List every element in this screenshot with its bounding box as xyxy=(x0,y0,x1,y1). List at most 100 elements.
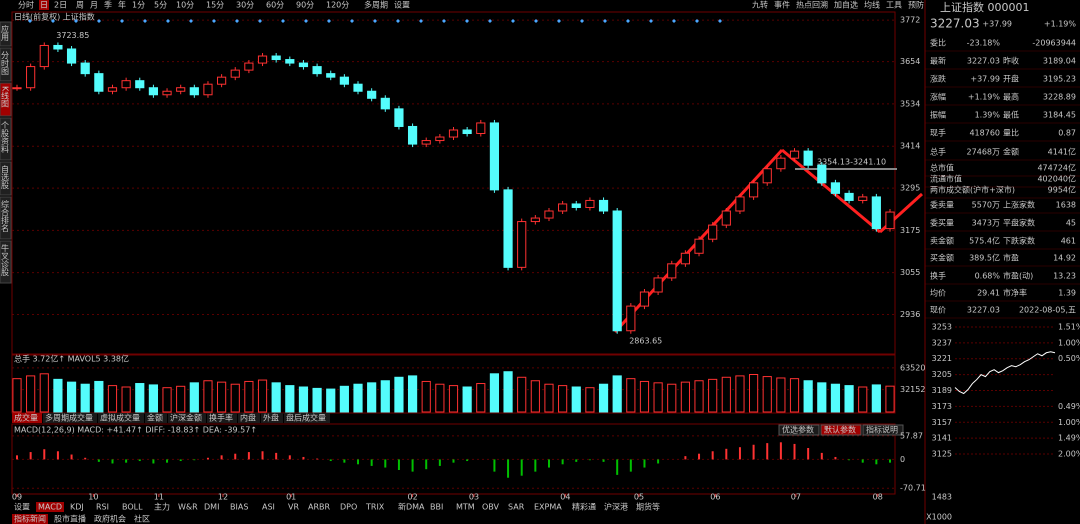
row-label: 总市值 xyxy=(930,163,954,173)
volume-bar xyxy=(871,384,881,413)
candle xyxy=(244,62,254,71)
toolbar-item[interactable]: 设置 xyxy=(394,0,410,10)
toolbar-item[interactable]: 60分 xyxy=(266,1,284,10)
toolbar-item[interactable]: 事件 xyxy=(774,0,790,10)
signal-diamond xyxy=(488,19,492,23)
toolbar-item[interactable]: 加自选 xyxy=(834,0,858,10)
toolbar-item[interactable]: 均线 xyxy=(864,0,880,10)
row-label: 开盘 xyxy=(1003,74,1019,84)
indicator-tab[interactable]: BIAS xyxy=(230,503,248,512)
toolbar-item[interactable]: 预防 xyxy=(908,0,924,10)
signal-diamond xyxy=(304,19,308,23)
sidebar-tab xyxy=(0,82,12,117)
bottom-tab[interactable]: 社区 xyxy=(134,514,150,524)
tab-label[interactable]: 沪深金额 xyxy=(170,413,202,423)
bottom-tab[interactable]: 指标新闻 xyxy=(14,514,46,524)
signal-diamond xyxy=(350,19,354,23)
indicator-tab[interactable]: MTM xyxy=(456,503,475,512)
tab-label[interactable]: 金额 xyxy=(147,413,163,423)
indicator-tab[interactable]: 新DMA xyxy=(398,502,425,512)
indicator-active xyxy=(36,502,64,512)
indicator-tab[interactable]: 精彩通 xyxy=(572,502,596,512)
tab-label[interactable]: 虚拟成交量 xyxy=(100,413,140,423)
indicator-tab[interactable]: KDJ xyxy=(70,503,84,512)
toolbar-item[interactable]: 1分 xyxy=(132,1,145,10)
volume-bar xyxy=(517,376,527,413)
button-label[interactable]: 默认参数 xyxy=(824,425,856,435)
signal-diamond xyxy=(442,19,446,23)
toolbar-item[interactable]: 30分 xyxy=(236,1,254,10)
sidebar-label[interactable]: 综合排名 xyxy=(1,199,10,233)
sidebar-label[interactable]: 个股资料 xyxy=(1,121,10,154)
row-label: 换手 xyxy=(930,271,946,281)
toolbar-item[interactable]: 周 xyxy=(76,1,84,10)
tab-label[interactable]: 多周期成交量 xyxy=(45,413,93,423)
toolbar-item[interactable]: 日 xyxy=(40,1,48,10)
sidebar-label[interactable]: 应用 xyxy=(1,24,10,42)
candle xyxy=(626,305,636,332)
indicator-tab[interactable]: DMI xyxy=(204,503,219,512)
row-label: 涨幅 xyxy=(930,92,946,102)
tab-label[interactable]: 换手率 xyxy=(209,413,233,423)
toolbar-item[interactable]: 15分 xyxy=(206,1,224,10)
toolbar-item[interactable]: 工具 xyxy=(886,1,902,10)
toolbar-item[interactable]: 5分 xyxy=(154,1,167,10)
candle xyxy=(326,73,336,78)
indicator-tab[interactable]: OBV xyxy=(482,503,500,512)
toolbar-item[interactable]: 季 xyxy=(104,0,112,10)
indicator-tab[interactable]: MACD xyxy=(38,503,62,512)
button-label[interactable]: 优选参数 xyxy=(782,425,814,435)
y-tick-label: 3772 xyxy=(900,16,920,25)
button-label[interactable]: 指标说明 xyxy=(866,425,898,435)
indicator-tab[interactable]: SAR xyxy=(508,503,525,512)
y-tick-label: 3295 xyxy=(900,184,920,193)
tab-label[interactable]: 成交量 xyxy=(14,413,38,423)
toolbar-item[interactable]: 多周期 xyxy=(364,0,388,10)
indicator-tab[interactable]: BBI xyxy=(430,503,443,512)
indicator-tab[interactable]: TRIX xyxy=(365,503,385,512)
signal-diamond xyxy=(603,19,607,23)
row-value: 3227.03 xyxy=(967,57,1000,66)
indicator-tab[interactable]: 期货等 xyxy=(636,502,660,512)
row-value: 1.39% xyxy=(975,111,1001,120)
indicator-tab[interactable]: ASI xyxy=(262,503,275,512)
toolbar-item[interactable]: 九转 xyxy=(752,0,768,10)
tab-label[interactable]: 外盘 xyxy=(263,413,279,423)
bottom-tab[interactable]: 政府机会 xyxy=(94,514,126,524)
indicator-tab[interactable]: DPO xyxy=(340,503,357,512)
toolbar-item[interactable]: 10分 xyxy=(176,1,194,10)
candle xyxy=(230,69,240,78)
toolbar-item[interactable]: 年 xyxy=(118,0,126,10)
indicator-tab[interactable]: EXPMA xyxy=(534,503,562,512)
indicator-tab[interactable]: RSI xyxy=(96,503,109,512)
toolbar-item[interactable]: 120分 xyxy=(326,1,349,10)
volume-bar xyxy=(394,376,404,413)
sidebar-label[interactable]: 分时图 xyxy=(1,51,10,76)
indicator-tab[interactable]: 主力 xyxy=(154,502,170,512)
tab-label[interactable]: 盘后成交量 xyxy=(286,413,326,423)
indicator-tab[interactable]: BOLL xyxy=(122,503,143,512)
candle xyxy=(489,122,500,191)
y-tick-label: 3141 xyxy=(932,434,952,443)
range-label: 3354.13-3241.10 xyxy=(817,158,886,167)
indicator-tab[interactable]: 设置 xyxy=(14,502,30,512)
toolbar-item[interactable]: 2日 xyxy=(54,1,67,10)
volume-bar xyxy=(80,383,90,413)
sidebar-label[interactable]: K线图 xyxy=(1,86,10,108)
sidebar-label[interactable]: 牛叉诊股 xyxy=(1,243,10,277)
tab-label[interactable]: 内盘 xyxy=(240,413,256,423)
toolbar-item[interactable]: 月 xyxy=(90,1,98,10)
indicator-tab[interactable]: W&R xyxy=(178,503,198,512)
tab xyxy=(238,413,260,423)
indicator-tab[interactable]: VR xyxy=(288,503,299,512)
indicator-tab[interactable]: ARBR xyxy=(308,503,331,512)
sidebar-label[interactable]: 自选股 xyxy=(1,164,10,190)
toolbar-item[interactable]: 分时 xyxy=(18,0,34,10)
toolbar-item[interactable]: 90分 xyxy=(296,1,314,10)
candle xyxy=(612,210,622,332)
indicator-tab[interactable]: 沪深港 xyxy=(604,502,628,512)
macd-label: MACD(12,26,9) MACD: +41.47↑ DIFF: -18.83… xyxy=(14,426,257,435)
bottom-tab[interactable]: 股市直播 xyxy=(54,514,86,524)
volume-bar xyxy=(230,383,240,413)
toolbar-item[interactable]: 热点回溯 xyxy=(796,0,828,10)
